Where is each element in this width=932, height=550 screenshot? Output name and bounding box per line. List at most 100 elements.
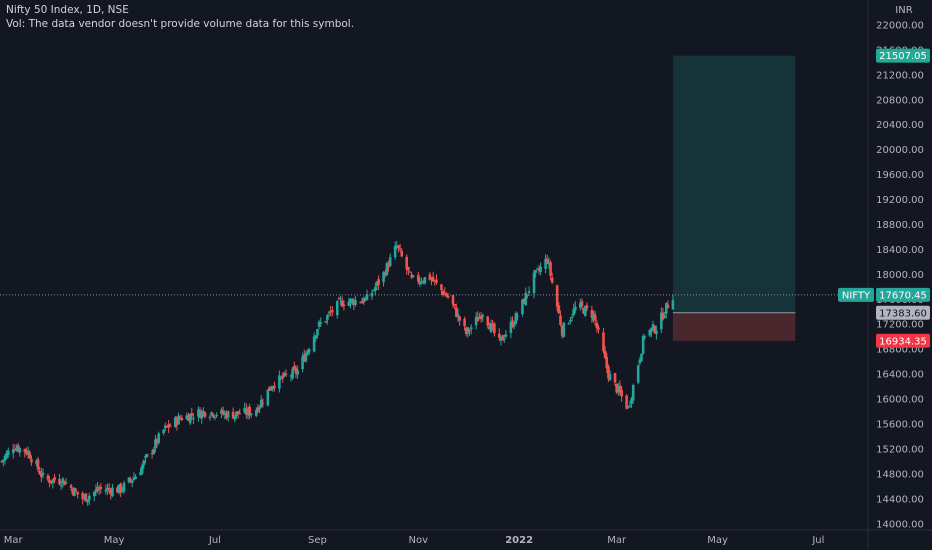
candle-body: [38, 471, 41, 475]
candle-body: [268, 386, 271, 391]
candle-body: [385, 263, 389, 276]
candle-body: [585, 305, 589, 309]
candle-body: [605, 356, 609, 369]
candle-body: [350, 299, 354, 302]
time-tick-label: Jul: [208, 535, 221, 546]
candle-body: [660, 312, 663, 330]
candle-body: [64, 482, 68, 484]
candle-body: [364, 297, 367, 301]
candle-body: [250, 413, 253, 415]
candle-body: [40, 472, 43, 477]
candle-body: [418, 281, 422, 285]
stop-price-tag-text: 16934.35: [879, 336, 927, 347]
candle-body: [41, 472, 45, 475]
candle-body: [220, 409, 223, 415]
candle-body: [651, 324, 655, 330]
price-tick-label: 17200.00: [876, 320, 924, 331]
candle-body: [18, 448, 22, 453]
candle-body: [254, 410, 258, 416]
candle-body: [329, 311, 332, 313]
candle-body: [190, 413, 194, 416]
candle-body: [410, 274, 413, 278]
candle-body: [464, 327, 468, 335]
candle-body: [398, 248, 402, 250]
candle-body: [440, 284, 443, 290]
candle-body: [49, 480, 53, 483]
candle-body: [5, 453, 8, 459]
candle-body: [569, 319, 572, 322]
candle-body: [316, 329, 319, 336]
candle-body: [534, 270, 537, 273]
candle-body: [180, 418, 184, 421]
candle-body: [613, 373, 617, 383]
candle-body: [187, 415, 190, 421]
price-tick-label: 16400.00: [876, 370, 924, 381]
candle-body: [168, 425, 172, 427]
candle-body: [412, 275, 415, 277]
candle-body: [489, 323, 493, 332]
candle-body: [117, 484, 121, 493]
candle-body: [53, 477, 56, 481]
loss-zone: [672, 312, 796, 341]
candle-body: [655, 330, 658, 335]
candle-body: [463, 318, 466, 327]
candle-body: [185, 415, 189, 420]
candle-body: [48, 480, 51, 484]
candle-body: [397, 245, 400, 248]
price-tick-label: 20000.00: [876, 145, 924, 156]
candle-body: [197, 409, 200, 417]
candle-body: [365, 294, 369, 301]
entry-price-tag-text: 17383.60: [879, 308, 927, 319]
candle-body: [139, 472, 142, 476]
candle-body: [640, 353, 643, 362]
candle-body: [597, 327, 600, 330]
candle-body: [2, 459, 5, 462]
candle-body: [388, 257, 392, 267]
candle-body: [86, 499, 89, 503]
candle-body: [638, 359, 642, 364]
candle-body: [648, 329, 652, 336]
candle-body: [104, 490, 108, 492]
candle-body: [544, 258, 547, 269]
price-tick-label: 19200.00: [876, 195, 924, 206]
candle-body: [524, 292, 528, 306]
candle-body: [175, 418, 179, 426]
candle-body: [258, 406, 261, 410]
candle-body: [466, 327, 470, 334]
candle-body: [202, 410, 205, 413]
candle-body: [130, 480, 134, 483]
candle-body: [433, 280, 437, 282]
candle-body: [539, 266, 542, 272]
candle-body: [349, 298, 352, 304]
time-axis[interactable]: Mar May Jul Sep Nov 2022 Mar May Jul: [0, 529, 932, 546]
candle-body: [248, 406, 251, 416]
symbol-tag-bg: [838, 287, 874, 302]
candle-body: [25, 450, 28, 455]
candle-body: [602, 332, 605, 352]
candle-body: [225, 412, 228, 419]
candle-body: [474, 316, 478, 326]
time-tick-label: 2022: [505, 535, 533, 546]
candle-body: [527, 291, 531, 293]
candle-body: [73, 487, 76, 497]
target-price-tag-text: 21507.05: [879, 51, 927, 62]
price-tick-label: 14000.00: [876, 519, 924, 530]
candle-body: [630, 398, 633, 404]
candle-body: [307, 349, 311, 353]
candle-body: [582, 308, 585, 314]
candle-body: [572, 308, 576, 316]
time-tick-label: May: [707, 535, 728, 546]
price-tick-label: 20400.00: [876, 120, 924, 131]
candle-body: [400, 250, 404, 257]
price-tags: 21507.05 NIFTY 17670.45 17383.60 16934.35: [838, 48, 930, 348]
candle-body: [122, 482, 126, 492]
candle-body: [271, 386, 275, 390]
candle-body: [579, 302, 582, 308]
candle-body: [504, 334, 508, 337]
candle-body: [339, 299, 342, 301]
candle-body: [127, 477, 131, 483]
price-tick-label: 14400.00: [876, 494, 924, 505]
candle-body: [317, 321, 321, 327]
